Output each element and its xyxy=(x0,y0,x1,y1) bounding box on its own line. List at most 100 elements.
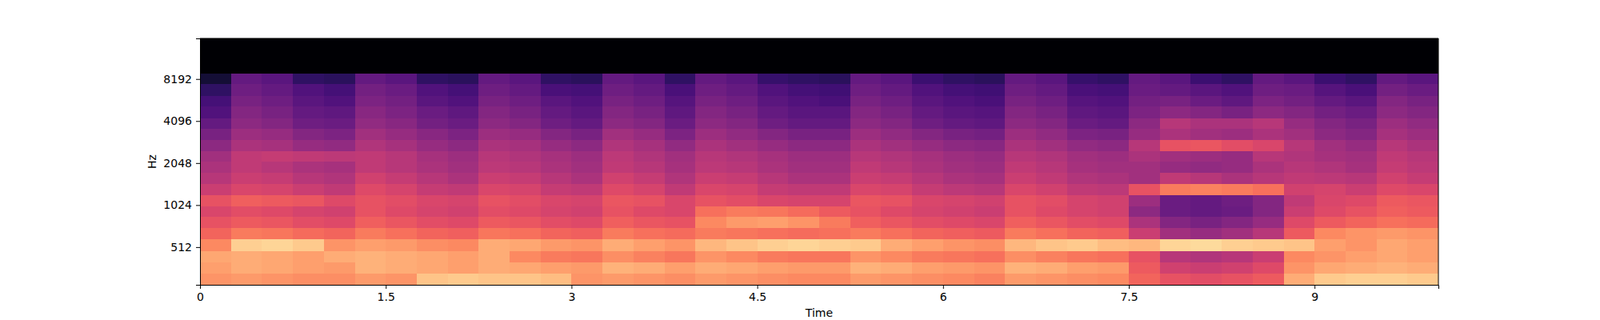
heatmap-cell xyxy=(1314,118,1346,129)
heatmap-cell xyxy=(1314,251,1346,263)
heatmap-cell xyxy=(355,228,387,240)
tick: 9 xyxy=(1311,284,1319,304)
heatmap-cell xyxy=(1160,184,1192,196)
heatmap-cell xyxy=(509,96,541,107)
heatmap-cell xyxy=(788,118,820,129)
heatmap-cell xyxy=(1376,140,1408,152)
heatmap-cell xyxy=(1004,251,1036,263)
heatmap-cell xyxy=(974,84,1006,96)
heatmap-cell xyxy=(757,84,789,96)
heatmap-cell xyxy=(1160,118,1192,129)
heatmap-cell xyxy=(664,73,696,85)
heatmap-cell xyxy=(1345,216,1377,228)
heatmap-cell xyxy=(1221,273,1253,285)
tick-label: 3 xyxy=(568,290,576,304)
heatmap-cell xyxy=(726,96,758,107)
heatmap-cell xyxy=(943,184,975,196)
heatmap-cell xyxy=(664,128,696,140)
heatmap-cell xyxy=(664,262,696,275)
axis-line xyxy=(196,39,201,286)
heatmap-cell xyxy=(695,84,727,96)
heatmap-cell xyxy=(1376,206,1408,217)
heatmap-cell xyxy=(416,38,448,74)
heatmap-cell xyxy=(478,184,510,196)
heatmap-cell xyxy=(231,73,263,85)
heatmap-cell xyxy=(943,118,975,129)
heatmap-cell xyxy=(261,106,293,118)
heatmap-cell xyxy=(385,251,417,263)
heatmap-cell xyxy=(1004,128,1036,140)
heatmap-cell xyxy=(324,262,356,275)
tick: 512 xyxy=(170,240,200,254)
tick: 6 xyxy=(940,284,948,304)
heatmap-cell xyxy=(571,251,603,263)
heatmap-cell xyxy=(1190,228,1222,240)
heatmap-cell xyxy=(1004,73,1036,85)
heatmap-cell xyxy=(912,206,944,217)
heatmap-cell xyxy=(788,251,820,263)
heatmap-cell xyxy=(726,262,758,275)
heatmap-cell xyxy=(1252,184,1284,196)
heatmap-cell xyxy=(448,151,480,162)
heatmap-cell xyxy=(633,273,665,285)
heatmap-cell xyxy=(1160,273,1192,285)
heatmap-cell xyxy=(1160,84,1192,96)
heatmap-cell xyxy=(231,118,263,129)
heatmap-cell xyxy=(324,118,356,129)
heatmap-cell xyxy=(695,206,727,217)
heatmap-cell xyxy=(478,73,510,85)
heatmap-cell xyxy=(1376,151,1408,162)
heatmap-cell xyxy=(540,106,572,118)
frame-top xyxy=(200,38,1439,40)
heatmap-cell xyxy=(355,239,387,251)
heatmap-cell xyxy=(1190,118,1222,129)
heatmap-cell xyxy=(943,262,975,275)
heatmap-cell xyxy=(974,216,1006,228)
heatmap-cell xyxy=(633,172,665,184)
heatmap-cell xyxy=(912,161,944,173)
heatmap-cell xyxy=(292,273,324,285)
heatmap-cell xyxy=(1252,216,1284,228)
heatmap-cell xyxy=(974,106,1006,118)
heatmap-cell xyxy=(355,273,387,285)
heatmap-cell xyxy=(974,118,1006,129)
heatmap-cell xyxy=(385,118,417,129)
heatmap-cell xyxy=(478,84,510,96)
heatmap-cell xyxy=(1160,128,1192,140)
heatmap-cell xyxy=(1407,118,1439,129)
heatmap-cell xyxy=(478,228,510,240)
heatmap-cell xyxy=(788,140,820,152)
heatmap-cell xyxy=(1345,228,1377,240)
heatmap-cell xyxy=(1128,140,1160,152)
heatmap-cell xyxy=(633,228,665,240)
heatmap-cell xyxy=(231,151,263,162)
heatmap-cell xyxy=(757,38,789,74)
heatmap-cell xyxy=(231,161,263,173)
heatmap-cell xyxy=(324,140,356,152)
heatmap-cell xyxy=(880,172,912,184)
heatmap-cell xyxy=(1252,140,1284,152)
heatmap-cell xyxy=(200,216,232,228)
heatmap-cell xyxy=(509,239,541,251)
heatmap-cell xyxy=(324,38,356,74)
heatmap-cell xyxy=(788,84,820,96)
heatmap-cell xyxy=(324,128,356,140)
heatmap-cell xyxy=(1252,172,1284,184)
heatmap-cell xyxy=(1221,251,1253,263)
heatmap-cell xyxy=(1067,206,1099,217)
heatmap-cell xyxy=(1004,140,1036,152)
heatmap-cell xyxy=(448,38,480,74)
heatmap-cell xyxy=(261,38,293,74)
heatmap-cell xyxy=(200,151,232,162)
heatmap-cell xyxy=(1221,161,1253,173)
heatmap-cell xyxy=(1004,172,1036,184)
heatmap-cell xyxy=(1097,172,1129,184)
heatmap-cell xyxy=(1004,96,1036,107)
heatmap-cell xyxy=(880,151,912,162)
heatmap-cell xyxy=(726,273,758,285)
heatmap-cell xyxy=(200,239,232,251)
heatmap-cell xyxy=(1284,96,1316,107)
heatmap-cell xyxy=(509,251,541,263)
heatmap-cell xyxy=(726,206,758,217)
heatmap-cells xyxy=(200,38,1439,285)
